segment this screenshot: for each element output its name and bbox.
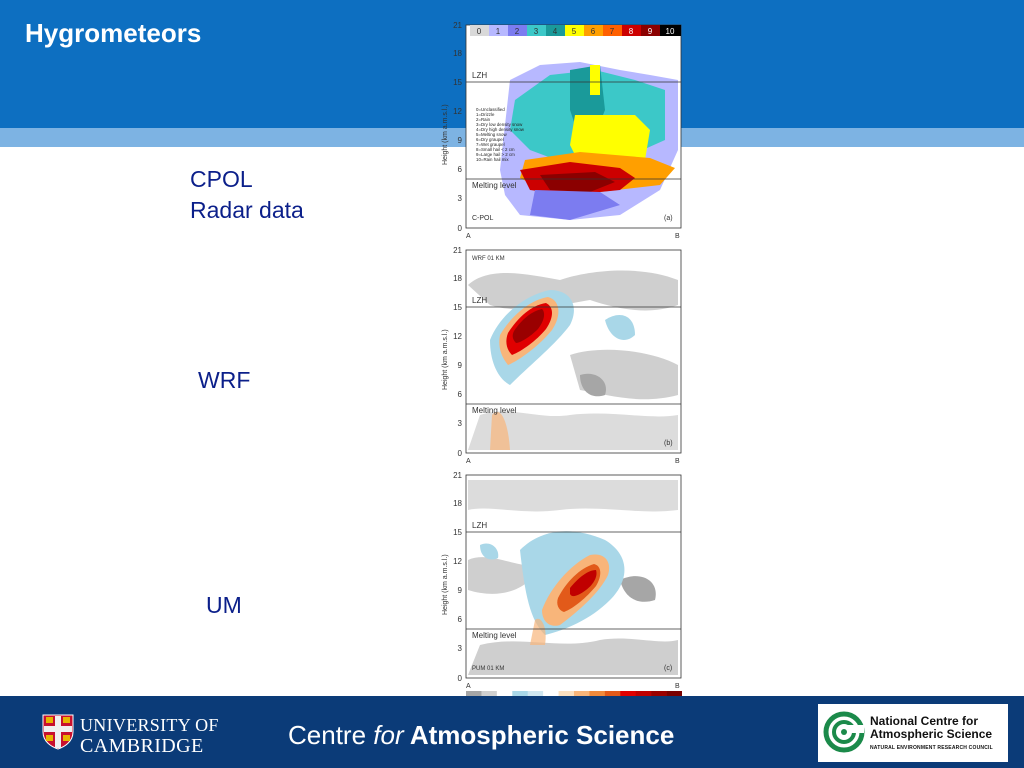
cpol-class-scale: 0 1 2 3 4 5 6 7 8 9 10 xyxy=(470,25,681,36)
model-label: PUM 01 KM xyxy=(472,666,504,672)
class-label: 2 xyxy=(515,27,520,36)
y-axis-label: Height (km a.m.s.l.) xyxy=(442,554,449,615)
legend-item: 5=Melting snow xyxy=(476,132,507,137)
class-label: 3 xyxy=(534,27,539,36)
x-label-b: B xyxy=(675,233,680,240)
legend-item: 6=Dry graupel xyxy=(476,137,504,142)
y-tick: 12 xyxy=(453,332,462,341)
y-tick: 6 xyxy=(458,390,463,399)
centre-atmos: Atmospheric Science xyxy=(403,720,675,750)
legend-item: 3=Dry low density snow xyxy=(476,122,523,127)
legend-item: 4=Dry high density snow xyxy=(476,127,525,132)
x-label-b: B xyxy=(675,458,680,465)
panel-tag: (b) xyxy=(664,440,673,447)
x-label-a: A xyxy=(466,683,471,690)
panel-tag: (c) xyxy=(664,665,672,672)
class-label: 0 xyxy=(477,27,482,36)
class-label: 8 xyxy=(629,27,634,36)
um-field xyxy=(468,480,678,675)
footer-centre-title: Centre for Atmospheric Science xyxy=(288,720,674,751)
y-tick: 18 xyxy=(453,274,462,283)
y-tick: 6 xyxy=(458,165,463,174)
y-tick: 18 xyxy=(453,499,462,508)
caption-cpol-line1: CPOL xyxy=(190,166,253,192)
y-tick: 12 xyxy=(453,557,462,566)
cambridge-line2: CAMBRIDGE xyxy=(80,735,204,757)
y-axis-label: Height (km a.m.s.l.) xyxy=(442,329,449,390)
legend-item: 10=Rain hail mix xyxy=(476,157,509,162)
ncas-line3: NATURAL ENVIRONMENT RESEARCH COUNCIL xyxy=(870,745,993,751)
melting-level-label: Melting level xyxy=(472,406,517,415)
class-label: 4 xyxy=(553,27,558,36)
class-label: 5 xyxy=(572,27,577,36)
y-tick: 21 xyxy=(453,246,462,255)
y-tick: 9 xyxy=(458,361,463,370)
y-tick: 9 xyxy=(458,136,463,145)
ncas-title: National Centre for Atmospheric Science xyxy=(870,715,1005,741)
x-label-a: A xyxy=(466,458,471,465)
y-tick: 12 xyxy=(453,107,462,116)
legend-item: 2=Rain xyxy=(476,117,491,122)
y-tick: 6 xyxy=(458,615,463,624)
melting-level-label: Melting level xyxy=(472,631,517,640)
um-panel: 0 3 6 9 12 15 18 21 Height (km a.m.s.l.)… xyxy=(442,471,682,690)
centre-pre: Centre xyxy=(288,720,374,750)
wrf-field xyxy=(468,270,678,450)
cambridge-logo[interactable]: UNIVERSITY OF CAMBRIDGE xyxy=(80,715,219,757)
cpol-hydrometeor-field xyxy=(500,62,678,220)
cpol-panel: 0 1 2 3 4 5 6 7 8 9 10 0 3 6 9 12 15 18 xyxy=(442,21,682,240)
class-label: 10 xyxy=(666,27,675,36)
lzh-label: LZH xyxy=(472,71,487,80)
class-label: 9 xyxy=(648,27,653,36)
y-tick: 21 xyxy=(453,471,462,480)
y-tick: 3 xyxy=(458,644,463,653)
lzh-label: LZH xyxy=(472,296,487,305)
cpol-legend: 0=Unclassified 1=Drizzle 2=Rain 3=Dry lo… xyxy=(476,107,525,162)
legend-item: 0=Unclassified xyxy=(476,107,505,112)
centre-for: for xyxy=(373,720,404,750)
caption-um: UM xyxy=(206,592,242,618)
legend-item: 8=Small hail < 2 cm xyxy=(476,147,515,152)
y-tick: 0 xyxy=(458,224,463,233)
y-tick: 15 xyxy=(453,303,462,312)
lzh-label: LZH xyxy=(472,521,487,530)
x-label-b: B xyxy=(675,683,680,690)
y-tick: 15 xyxy=(453,528,462,537)
y-tick: 18 xyxy=(453,49,462,58)
class-label: 7 xyxy=(610,27,615,36)
source-label: C-POL xyxy=(472,215,494,222)
model-label: WRF 01 KM xyxy=(472,256,505,262)
y-tick: 3 xyxy=(458,419,463,428)
ncas-line2: Atmospheric Science xyxy=(870,727,993,741)
ncas-swirl-icon xyxy=(823,711,865,753)
ncas-line1: National Centre for xyxy=(870,714,979,728)
panel-tag: (a) xyxy=(664,215,673,222)
wrf-panel: 0 3 6 9 12 15 18 21 Height (km a.m.s.l.)… xyxy=(442,246,682,465)
ncas-logo[interactable]: National Centre for Atmospheric Science … xyxy=(818,704,1008,762)
melting-level-label: Melting level xyxy=(472,181,517,190)
legend-item: 9=Large hail > 2 cm xyxy=(476,152,515,157)
y-tick: 9 xyxy=(458,586,463,595)
caption-cpol-line2: Radar data xyxy=(190,197,304,223)
slide-title: Hygrometeors xyxy=(25,18,202,48)
cambridge-crest-icon xyxy=(42,714,74,750)
caption-cpol: CPOL Radar data xyxy=(190,164,304,226)
legend-item: 7=Wet graupel xyxy=(476,142,505,147)
class-label: 1 xyxy=(496,27,501,36)
caption-wrf: WRF xyxy=(198,367,251,393)
y-tick: 15 xyxy=(453,78,462,87)
y-tick: 0 xyxy=(458,674,463,683)
y-tick: 0 xyxy=(458,449,463,458)
legend-item: 1=Drizzle xyxy=(476,112,495,117)
y-axis-label: Height (km a.m.s.l.) xyxy=(442,104,449,165)
class-label: 6 xyxy=(591,27,596,36)
cambridge-line1: UNIVERSITY OF xyxy=(80,715,219,735)
y-tick: 21 xyxy=(453,21,462,30)
x-label-a: A xyxy=(466,233,471,240)
y-tick: 3 xyxy=(458,194,463,203)
